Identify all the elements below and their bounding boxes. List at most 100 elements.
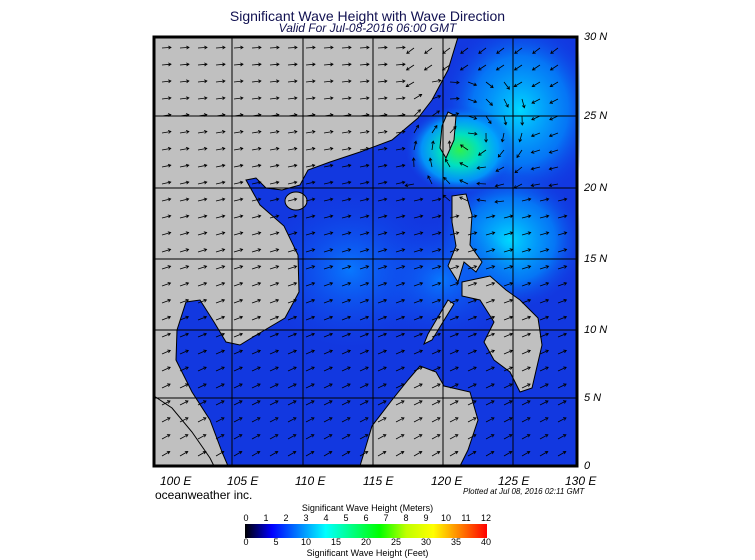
wave-direction-arrow [449,298,460,304]
wave-direction-arrow [251,197,262,202]
wave-direction-arrow [377,282,388,287]
plotted-time: Plotted at Jul 08, 2016 02:11 GMT [463,487,585,496]
wave-direction-arrow [557,248,568,253]
wave-direction-arrow [341,315,352,321]
feet-tick-label: 5 [273,537,279,547]
wave-direction-arrow [377,383,387,389]
wave-direction-arrow [539,366,549,372]
wave-direction-arrow [530,166,541,171]
wave-direction-arrow [287,146,298,151]
wave-direction-arrow [251,417,261,423]
wave-direction-arrow [197,130,208,134]
wave-direction-arrow [449,282,460,287]
wave-direction-arrow [467,214,478,219]
wave-direction-arrow [269,383,279,389]
wave-direction-arrow [341,214,352,219]
wave-direction-arrow [215,163,226,168]
wave-direction-arrow [215,383,225,389]
wave-direction-arrow [287,62,298,67]
wave-direction-arrow [233,332,244,338]
wave-direction-arrow [197,79,208,84]
wave-direction-arrow [215,96,226,101]
wave-direction-arrow [485,231,496,236]
wave-direction-arrow [359,315,370,321]
wave-direction-arrow [521,248,532,253]
wave-direction-arrow [323,366,333,372]
wave-direction-arrow [215,62,226,67]
wave-direction-arrow [503,383,513,389]
wave-direction-arrow [323,451,333,457]
wave-direction-arrow [161,366,171,372]
wave-direction-arrow [532,47,541,54]
wave-direction-arrow [197,451,207,457]
wave-direction-arrow [449,349,460,355]
land [153,36,543,467]
wave-direction-arrow [449,125,457,134]
wave-direction-arrow [287,265,298,270]
wave-direction-arrow [233,265,244,270]
wave-direction-arrow [287,214,298,219]
wave-direction-arrow [377,214,388,219]
wave-direction-arrow [413,231,424,236]
wave-direction-arrow [395,96,406,101]
wave-direction-arrow [359,298,370,304]
wave-direction-arrow [233,400,243,406]
wave-direction-arrow [323,130,334,134]
wave-direction-arrow [323,214,334,219]
wave-direction-arrow [377,417,387,423]
wave-direction-arrow [251,130,262,134]
wave-direction-arrow [485,98,493,106]
wave-direction-arrow [251,265,262,270]
wave-direction-arrow [287,366,297,372]
wave-direction-arrow [233,282,244,287]
wave-direction-arrow [413,366,423,372]
wave-direction-arrow [359,96,370,101]
wave-direction-arrow [557,315,568,321]
wave-direction-arrow [215,214,226,219]
wave-direction-arrow [485,366,495,372]
wave-direction-arrow [161,96,172,101]
wave-direction-arrow [233,96,244,101]
wave-direction-arrow [503,417,513,423]
wave-direction-arrow [359,332,370,338]
wave-direction-arrow [539,451,549,457]
wave-direction-arrow [548,166,559,171]
wave-direction-arrow [467,315,478,321]
wave-direction-arrow [233,349,244,355]
wave-direction-arrow [449,434,459,440]
wave-direction-arrow [305,383,315,389]
wave-direction-arrow [233,130,244,134]
wave-direction-arrow [179,146,190,151]
wave-direction-arrow [341,248,352,253]
wave-direction-arrow [548,183,559,188]
meters-tick-label: 3 [303,513,309,523]
wave-direction-arrow [233,45,244,50]
wave-direction-arrow [359,282,370,287]
wave-direction-arrow [323,282,334,287]
wave-direction-arrow [557,214,568,219]
meters-tick-label: 4 [323,513,329,523]
wave-direction-arrow [539,417,549,423]
wave-direction-arrow [459,64,469,71]
wave-direction-arrow [359,434,369,440]
wave-direction-arrow [467,383,477,389]
wave-direction-arrow [494,183,505,188]
wave-direction-arrow [413,417,423,423]
wave-direction-arrow [478,47,487,54]
wave-direction-arrow [467,332,478,338]
wave-direction-arrow [305,163,316,168]
wave-direction-arrow [359,214,370,219]
wave-direction-arrow [233,180,244,185]
wave-direction-arrow [377,180,388,185]
wave-direction-arrow [179,96,190,101]
wave-direction-arrow [197,417,207,423]
wave-direction-arrow [341,79,352,84]
wave-direction-arrow [197,180,208,185]
wave-direction-arrow [161,298,172,304]
wave-direction-arrow [395,451,405,457]
wave-direction-arrow [395,383,405,389]
wave-direction-arrow [215,265,226,270]
wave-direction-arrow [413,282,424,287]
wave-direction-arrow [395,146,406,151]
wave-direction-arrow [431,315,442,321]
